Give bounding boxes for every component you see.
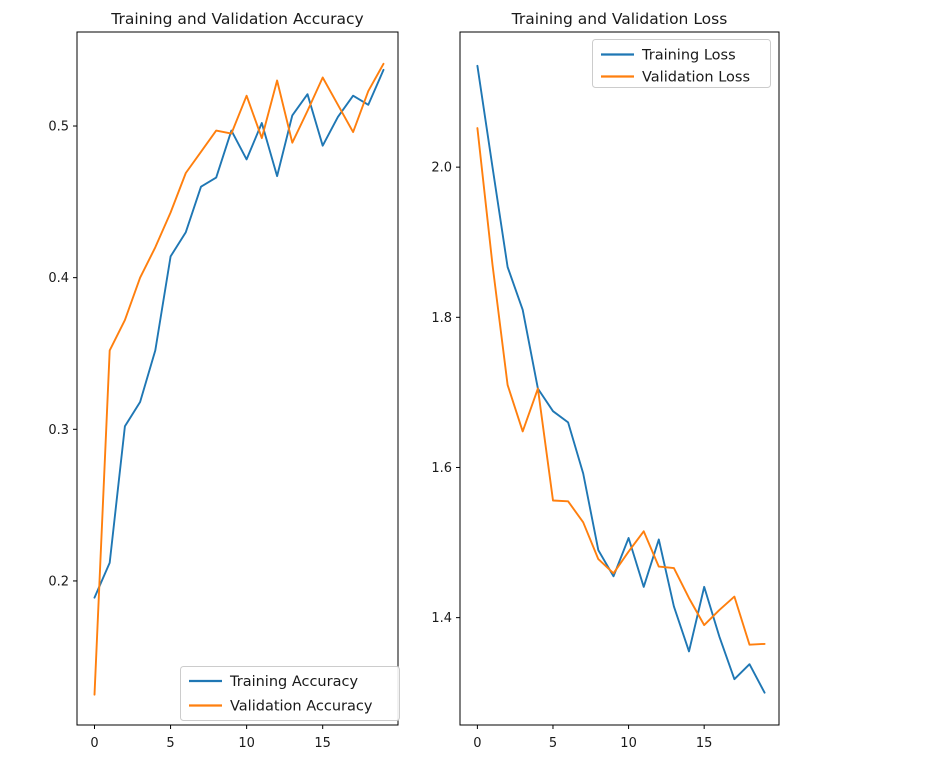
loss-legend: Training Loss Validation Loss — [592, 39, 771, 88]
accuracy-legend-box — [180, 666, 400, 721]
y-tick-label: 2.0 — [431, 161, 452, 176]
x-tick-label: 0 — [90, 736, 98, 751]
y-tick-label: 1.4 — [431, 611, 452, 626]
accuracy-legend: Training Accuracy Validation Accuracy — [180, 666, 400, 721]
loss-chart: Training and Validation Loss 0 5 10 15 1.4 1.… — [431, 10, 780, 751]
loss-legend-box — [592, 39, 771, 88]
legend-label-validation-loss: Validation Loss — [642, 70, 750, 86]
training-loss-line — [476, 64, 766, 694]
validation-accuracy-line — [93, 62, 385, 696]
x-tick-label: 10 — [238, 736, 255, 751]
legend-label-training-loss: Training Loss — [641, 48, 736, 64]
legend-label-validation-accuracy: Validation Accuracy — [230, 699, 373, 715]
x-tick-label: 0 — [473, 736, 481, 751]
y-tick-label: 1.8 — [431, 311, 452, 326]
y-tick-label: 0.4 — [48, 271, 69, 286]
loss-chart-title: Training and Validation Loss — [511, 10, 728, 28]
accuracy-chart-title: Training and Validation Accuracy — [110, 10, 363, 28]
training-accuracy-line — [93, 68, 385, 599]
validation-loss-line — [476, 127, 766, 646]
y-tick-label: 0.3 — [48, 423, 69, 438]
y-tick-label: 0.5 — [48, 120, 69, 135]
legend-label-training-accuracy: Training Accuracy — [229, 674, 358, 690]
x-tick-label: 15 — [696, 736, 713, 751]
y-tick-label: 0.2 — [48, 574, 69, 589]
y-tick-label: 1.6 — [431, 461, 452, 476]
x-tick-label: 10 — [620, 736, 637, 751]
x-tick-label: 15 — [314, 736, 331, 751]
accuracy-axes-box — [76, 31, 399, 726]
loss-axes-box — [459, 31, 780, 726]
x-tick-label: 5 — [166, 736, 174, 751]
x-tick-label: 5 — [549, 736, 557, 751]
accuracy-chart: Training and Validation Accuracy 0 5 10 15 0… — [48, 10, 400, 751]
